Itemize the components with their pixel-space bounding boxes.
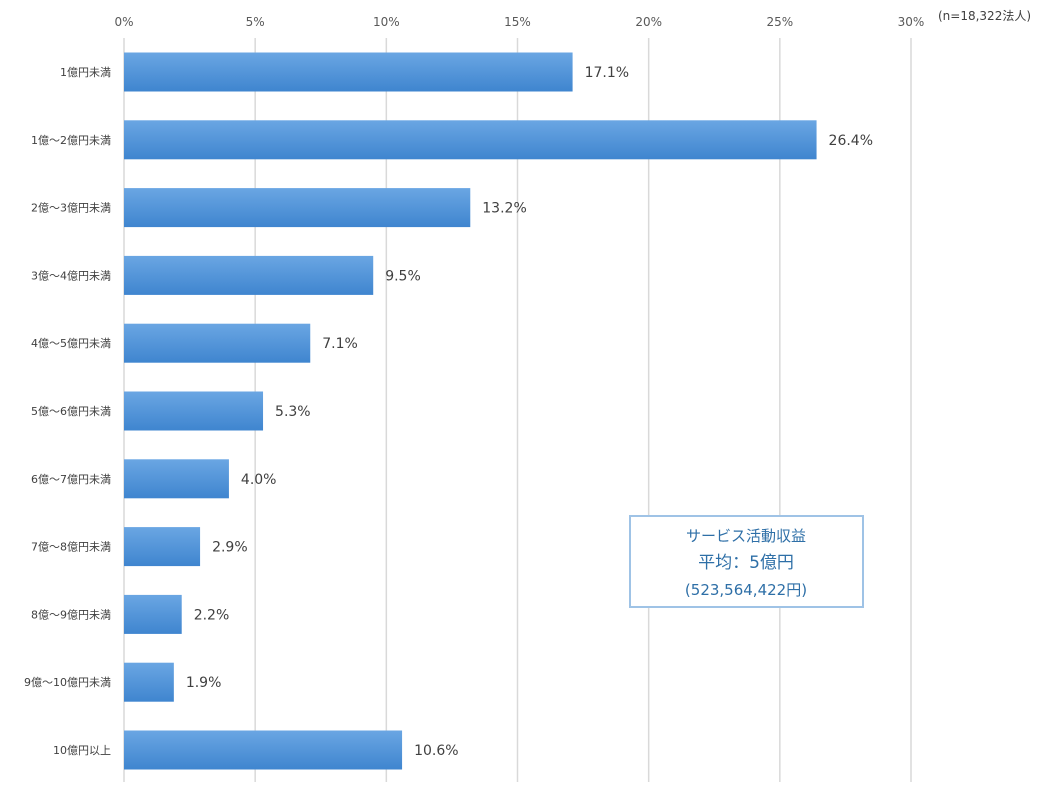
annotation-line3: (523,564,422円) <box>685 581 807 599</box>
data-label: 17.1% <box>585 65 629 81</box>
data-label: 4.0% <box>241 472 277 488</box>
x-tick-label: 5% <box>246 15 265 29</box>
bars <box>124 52 817 770</box>
category-label: 1億～2億円未満 <box>31 134 111 147</box>
grid-lines <box>123 38 912 782</box>
x-tick-label: 25% <box>766 15 793 29</box>
x-tick-label: 0% <box>114 15 133 29</box>
x-axis-ticks: 0% 5% 10% 15% 20% 25% 30% <box>114 15 924 29</box>
category-label: 8億～9億円未満 <box>31 608 111 621</box>
bar <box>124 594 182 634</box>
bar <box>124 391 264 431</box>
category-label: 3億～4億円未満 <box>31 269 111 282</box>
x-tick-label: 30% <box>898 15 925 29</box>
data-label: 5.3% <box>275 404 311 420</box>
data-label: 10.6% <box>414 743 458 759</box>
data-label: 9.5% <box>385 268 421 284</box>
bar <box>124 52 573 92</box>
average-annotation-box: サービス活動収益 平均：5億円 (523,564,422円) <box>629 515 864 608</box>
data-label: 1.9% <box>186 675 222 691</box>
category-label: 7億～8億円未満 <box>31 541 111 554</box>
category-label: 4億～5億円未満 <box>31 337 111 350</box>
category-label: 2億～3億円未満 <box>31 202 111 215</box>
sample-size-note: (n=18,322法人) <box>938 9 1031 23</box>
category-label: 1億円未満 <box>60 66 111 79</box>
bar <box>124 255 374 295</box>
category-label: 10億円以上 <box>53 744 111 757</box>
data-label: 26.4% <box>829 133 873 149</box>
bar <box>124 323 311 363</box>
data-label: 2.2% <box>194 607 230 623</box>
bar <box>124 459 229 499</box>
data-label: 2.9% <box>212 540 248 556</box>
x-tick-label: 10% <box>373 15 400 29</box>
category-labels: 1億円未満 1億～2億円未満 2億～3億円未満 3億～4億円未満 4億～5億円未満 5億～… <box>24 66 111 757</box>
annotation-line2: 平均：5億円 <box>698 553 794 573</box>
bar <box>124 527 201 567</box>
bar <box>124 188 471 228</box>
bar <box>124 120 817 160</box>
data-labels: 17.1% 26.4% 13.2% 9.5% 7.1% 5.3% 4.0% 2.9% 2.2% 1… <box>186 65 873 759</box>
category-label: 5億～6億円未満 <box>31 405 111 418</box>
data-label: 7.1% <box>322 336 358 352</box>
x-tick-label: 20% <box>635 15 662 29</box>
category-label: 9億～10億円未満 <box>24 676 111 689</box>
annotation-line1: サービス活動収益 <box>686 527 806 545</box>
bar <box>124 662 174 702</box>
x-tick-label: 15% <box>504 15 531 29</box>
bar <box>124 730 403 770</box>
category-label: 6億～7億円未満 <box>31 473 111 486</box>
data-label: 13.2% <box>482 201 526 217</box>
